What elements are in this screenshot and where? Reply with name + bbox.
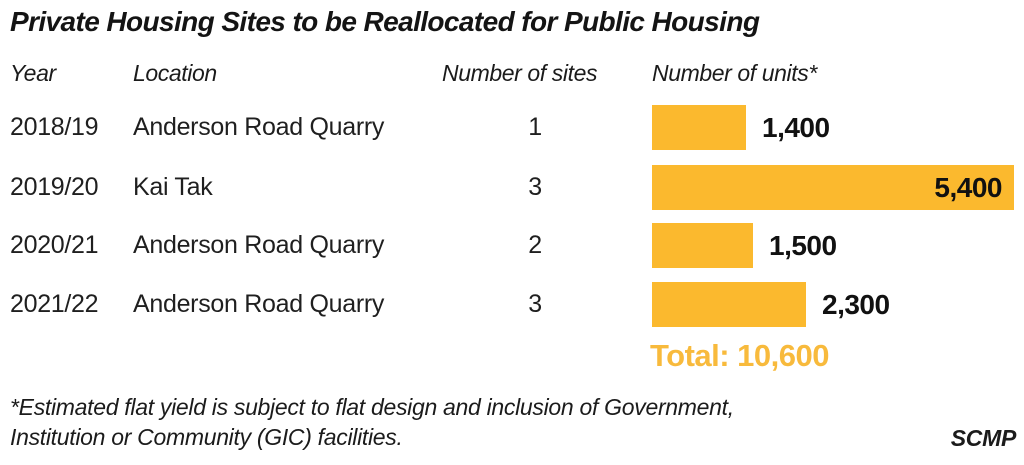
year-value: 2019/20 xyxy=(10,173,99,201)
location-value: Anderson Road Quarry xyxy=(133,290,385,318)
col-header-location: Location xyxy=(133,60,217,86)
source-credit: SCMP xyxy=(950,425,1017,451)
col-header-sites: Number of sites xyxy=(442,60,598,86)
table-row: 2021/22 Anderson Road Quarry 3 2,300 xyxy=(0,282,1024,327)
footnote-line-2: Institution or Community (GIC) facilitie… xyxy=(10,424,403,450)
bar-value-label: 1,400 xyxy=(762,112,830,143)
table-row: 2019/20 Kai Tak 3 5,400 xyxy=(0,165,1024,210)
sites-value: 3 xyxy=(528,290,542,318)
column-header-row: Year Location Number of sites Number of … xyxy=(0,60,1024,90)
bar-value-label: 5,400 xyxy=(934,172,1002,203)
location-value: Anderson Road Quarry xyxy=(133,113,385,141)
footnote: *Estimated flat yield is subject to flat… xyxy=(10,392,734,452)
units-bar xyxy=(652,165,1014,210)
bar-value-label: 1,500 xyxy=(769,230,837,261)
location-value: Kai Tak xyxy=(133,173,213,201)
col-header-year: Year xyxy=(10,60,56,86)
sites-value: 3 xyxy=(528,173,542,201)
year-value: 2021/22 xyxy=(10,290,99,318)
units-bar xyxy=(652,223,753,268)
bar-value-label: 2,300 xyxy=(822,289,890,320)
total-label: Total: 10,600 xyxy=(650,338,830,373)
year-value: 2018/19 xyxy=(10,113,99,141)
units-bar xyxy=(652,105,746,150)
location-value: Anderson Road Quarry xyxy=(133,231,385,259)
sites-value: 2 xyxy=(528,231,542,259)
chart-title: Private Housing Sites to be Reallocated … xyxy=(10,6,760,37)
table-row: 2018/19 Anderson Road Quarry 1 1,400 xyxy=(0,105,1024,150)
sites-value: 1 xyxy=(528,113,542,141)
units-bar xyxy=(652,282,806,327)
table-row: 2020/21 Anderson Road Quarry 2 1,500 xyxy=(0,223,1024,268)
col-header-units: Number of units* xyxy=(652,60,817,86)
year-value: 2020/21 xyxy=(10,231,99,259)
footnote-line-1: *Estimated flat yield is subject to flat… xyxy=(10,394,734,420)
